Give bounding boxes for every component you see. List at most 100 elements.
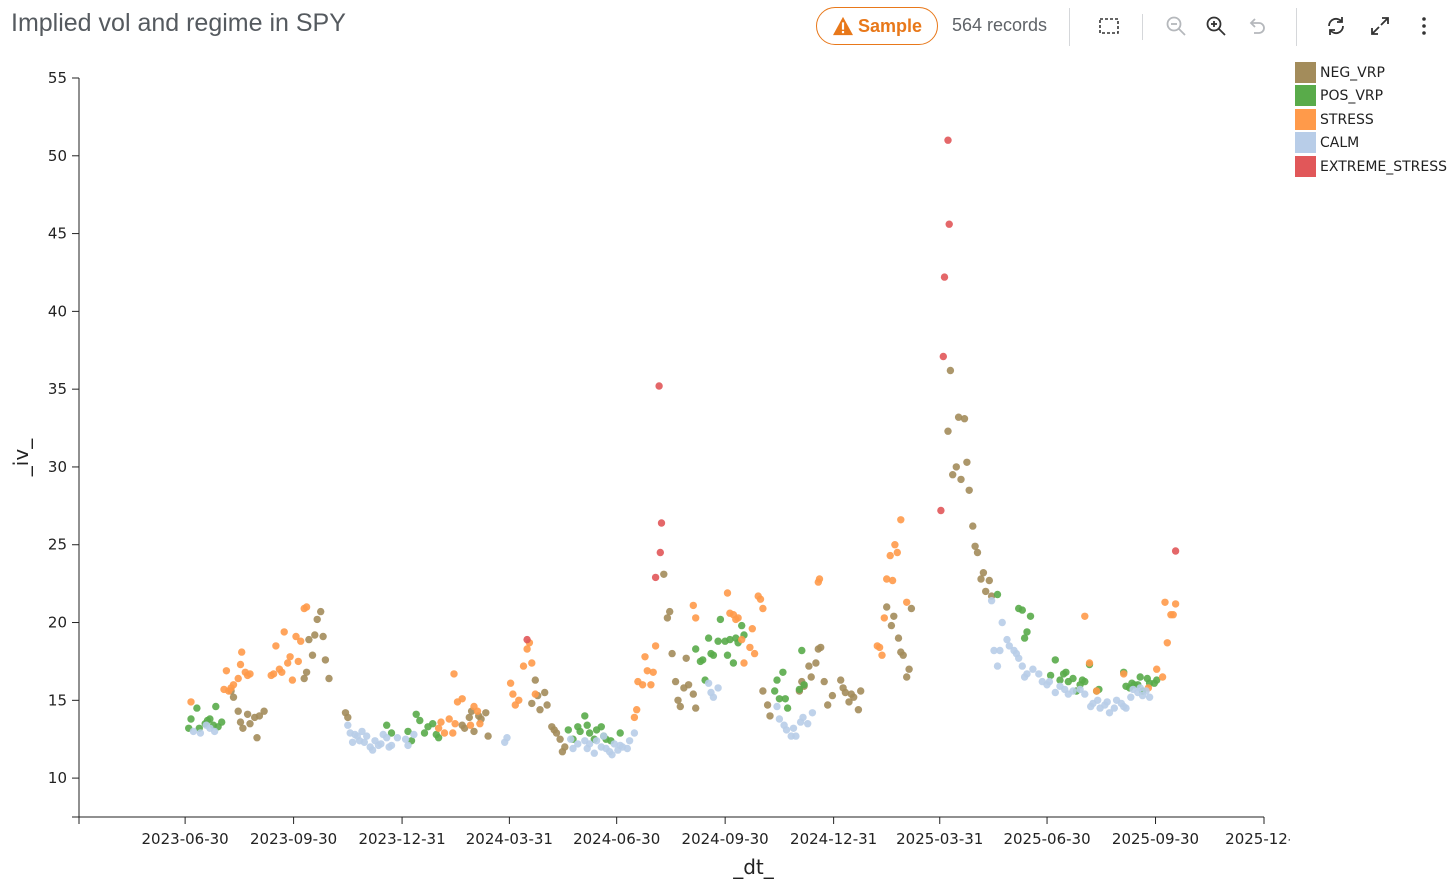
- data-point[interactable]: [503, 734, 511, 742]
- data-point[interactable]: [470, 727, 478, 736]
- data-point[interactable]: [239, 724, 247, 732]
- data-point[interactable]: [775, 695, 784, 703]
- data-point[interactable]: [187, 698, 195, 706]
- data-point[interactable]: [313, 615, 321, 624]
- data-point[interactable]: [325, 674, 333, 683]
- data-point[interactable]: [319, 632, 327, 641]
- data-point[interactable]: [519, 662, 528, 670]
- data-point[interactable]: [726, 635, 734, 644]
- data-point[interactable]: [1029, 665, 1037, 673]
- data-point[interactable]: [246, 720, 254, 728]
- data-point[interactable]: [857, 687, 865, 695]
- data-point[interactable]: [600, 732, 608, 740]
- data-point[interactable]: [484, 732, 492, 740]
- data-point[interactable]: [897, 516, 905, 524]
- data-point[interactable]: [883, 575, 891, 583]
- data-point[interactable]: [805, 662, 813, 670]
- data-point[interactable]: [585, 729, 594, 737]
- data-point[interactable]: [1169, 611, 1177, 619]
- data-point[interactable]: [581, 712, 589, 720]
- data-point[interactable]: [253, 734, 261, 742]
- data-point[interactable]: [528, 659, 536, 667]
- data-point[interactable]: [393, 734, 402, 742]
- data-point[interactable]: [630, 729, 639, 737]
- data-point[interactable]: [740, 659, 748, 667]
- data-point[interactable]: [854, 706, 863, 714]
- data-point[interactable]: [714, 684, 722, 692]
- data-point[interactable]: [465, 713, 473, 722]
- data-point[interactable]: [1015, 654, 1023, 662]
- data-point[interactable]: [820, 677, 828, 686]
- data-point[interactable]: [891, 541, 899, 549]
- data-point[interactable]: [817, 643, 825, 652]
- data-point[interactable]: [1110, 704, 1119, 712]
- data-point[interactable]: [523, 645, 531, 653]
- data-point[interactable]: [1161, 598, 1169, 606]
- data-point[interactable]: [905, 665, 913, 673]
- data-point[interactable]: [845, 698, 853, 706]
- data-point[interactable]: [1136, 673, 1144, 681]
- data-point[interactable]: [1005, 642, 1013, 650]
- data-point[interactable]: [748, 625, 756, 633]
- data-point[interactable]: [1046, 671, 1055, 680]
- data-point[interactable]: [445, 715, 453, 723]
- data-point[interactable]: [311, 631, 319, 639]
- data-point[interactable]: [937, 506, 945, 515]
- data-point[interactable]: [1171, 600, 1180, 608]
- data-point[interactable]: [1092, 687, 1101, 695]
- data-point[interactable]: [543, 701, 551, 709]
- data-point[interactable]: [750, 649, 759, 658]
- zoom-out-icon[interactable]: [1163, 13, 1189, 39]
- data-point[interactable]: [704, 679, 713, 687]
- data-point[interactable]: [771, 687, 779, 695]
- data-point[interactable]: [387, 729, 396, 737]
- data-point[interactable]: [666, 607, 674, 616]
- data-point[interactable]: [286, 653, 294, 661]
- data-point[interactable]: [886, 551, 894, 560]
- data-point[interactable]: [957, 475, 965, 484]
- data-point[interactable]: [954, 413, 963, 421]
- data-point[interactable]: [894, 634, 903, 642]
- data-point[interactable]: [625, 737, 634, 745]
- data-point[interactable]: [656, 548, 664, 557]
- data-point[interactable]: [434, 734, 443, 742]
- undo-icon[interactable]: [1243, 13, 1269, 39]
- data-point[interactable]: [360, 738, 368, 746]
- data-point[interactable]: [729, 659, 738, 667]
- data-point[interactable]: [229, 681, 238, 689]
- data-point[interactable]: [449, 729, 457, 737]
- data-point[interactable]: [990, 646, 998, 655]
- data-point[interactable]: [1026, 612, 1035, 620]
- data-point[interactable]: [567, 735, 575, 743]
- data-point[interactable]: [377, 740, 385, 748]
- data-point[interactable]: [344, 713, 352, 722]
- data-point[interactable]: [460, 724, 469, 732]
- data-point[interactable]: [812, 659, 820, 667]
- data-point[interactable]: [738, 635, 746, 644]
- data-point[interactable]: [1045, 677, 1054, 686]
- data-point[interactable]: [363, 732, 371, 740]
- data-point[interactable]: [668, 649, 676, 658]
- data-point[interactable]: [236, 660, 245, 669]
- data-point[interactable]: [709, 651, 718, 659]
- data-point[interactable]: [940, 273, 949, 281]
- data-point[interactable]: [1018, 662, 1026, 670]
- data-point[interactable]: [657, 519, 666, 527]
- data-point[interactable]: [649, 668, 657, 676]
- data-point[interactable]: [1153, 665, 1161, 673]
- data-point[interactable]: [383, 734, 391, 742]
- data-point[interactable]: [746, 643, 754, 652]
- data-point[interactable]: [288, 676, 297, 684]
- refresh-icon[interactable]: [1323, 13, 1349, 39]
- data-point[interactable]: [297, 637, 305, 645]
- expand-icon[interactable]: [1367, 13, 1393, 39]
- data-point[interactable]: [837, 676, 845, 684]
- data-point[interactable]: [1122, 704, 1130, 712]
- data-point[interactable]: [531, 676, 539, 684]
- data-point[interactable]: [616, 729, 624, 737]
- data-point[interactable]: [692, 645, 700, 653]
- data-point[interactable]: [387, 741, 396, 750]
- data-point[interactable]: [1051, 688, 1060, 697]
- data-point[interactable]: [808, 709, 817, 717]
- data-point[interactable]: [302, 668, 311, 676]
